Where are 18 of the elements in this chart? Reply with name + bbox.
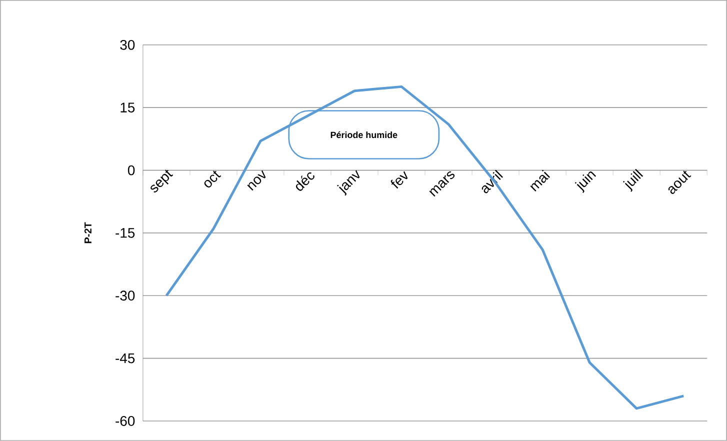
x-tick-label: aout (668, 170, 692, 194)
x-tick-label: déc (296, 172, 314, 191)
x-tick-label: juill (622, 168, 644, 192)
x-tick-label: mai (530, 170, 550, 192)
annotation: Période humide (330, 131, 398, 138)
x-tick-label: nov (247, 170, 266, 191)
y-tick-label: -30 (116, 290, 135, 301)
y-axis-title: P-2T (84, 222, 92, 244)
y-tick-label: -15 (116, 228, 135, 238)
y-tick-label: -60 (116, 416, 135, 426)
x-tick-label: oct (204, 170, 222, 188)
y-tick-label: -45 (116, 354, 135, 364)
y-tick-label: 30 (120, 40, 135, 50)
y-tick-label: 15 (120, 102, 135, 112)
x-tick-label: juin (574, 172, 596, 193)
y-tick-label: 0 (128, 165, 135, 176)
x-tick-label: sept (150, 170, 174, 192)
x-tick-label: fev (390, 171, 408, 189)
